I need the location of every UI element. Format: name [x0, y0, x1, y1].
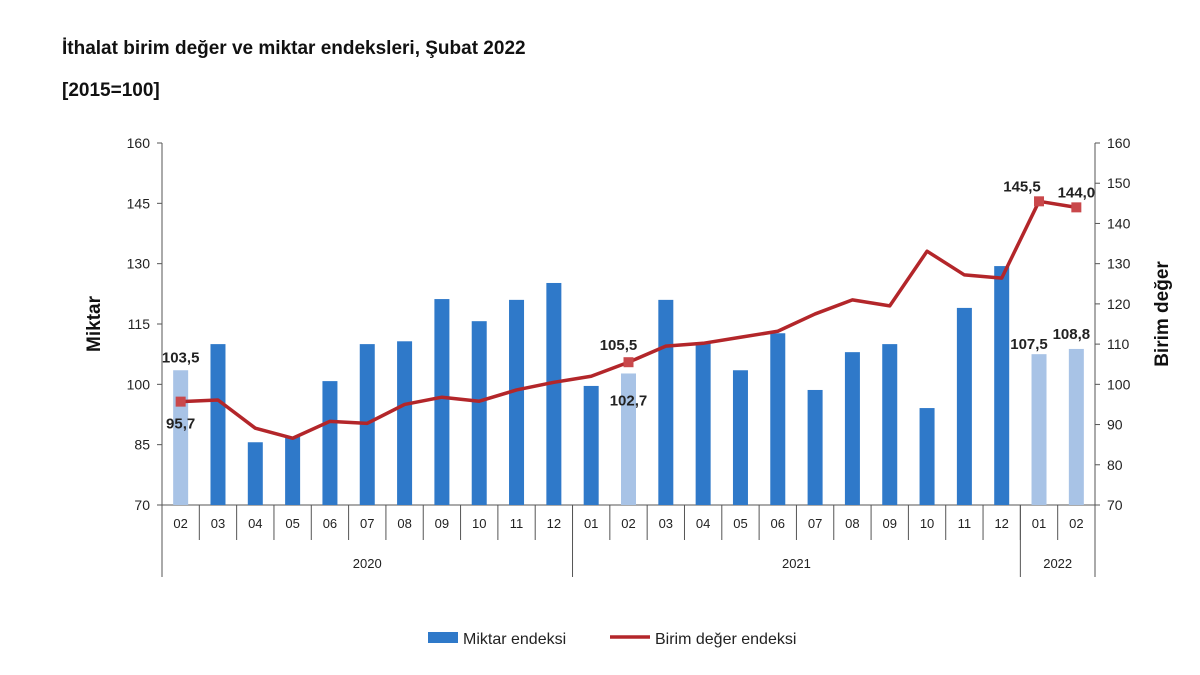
- category-label: 10: [472, 516, 486, 531]
- line-data-label: 95,7: [166, 416, 195, 433]
- legend-swatch-miktar: [428, 632, 458, 643]
- bar-miktar: [322, 381, 338, 505]
- left-tick-label: 85: [134, 437, 150, 453]
- bar-data-label: 107,5: [1010, 336, 1048, 353]
- category-label: 07: [808, 516, 822, 531]
- right-tick-label: 100: [1107, 376, 1131, 392]
- category-label: 11: [958, 516, 972, 531]
- right-tick-label: 110: [1107, 336, 1130, 352]
- line-marker: [1034, 196, 1045, 207]
- line-marker: [623, 357, 634, 368]
- year-label: 2020: [353, 556, 382, 571]
- bar-miktar: [285, 436, 301, 505]
- bar-data-label: 102,7: [610, 392, 648, 409]
- category-label: 12: [994, 516, 1008, 531]
- bar-miktar: [1068, 348, 1084, 505]
- category-label: 05: [285, 516, 299, 531]
- category-label: 08: [845, 516, 859, 531]
- chart-subtitle: [2015=100]: [62, 80, 160, 101]
- right-tick-label: 90: [1107, 417, 1123, 433]
- bar-miktar: [807, 389, 823, 505]
- category-label: 05: [733, 516, 747, 531]
- category-label: 03: [659, 516, 673, 531]
- bar-miktar: [844, 352, 860, 505]
- left-tick-label: 100: [127, 376, 151, 392]
- bar-miktar: [695, 342, 711, 505]
- bar-miktar: [471, 321, 487, 505]
- right-tick-label: 80: [1107, 457, 1123, 473]
- bar-data-label: 103,5: [162, 349, 200, 366]
- left-tick-label: 160: [127, 135, 151, 151]
- year-label: 2022: [1043, 556, 1072, 571]
- right-tick-label: 150: [1107, 175, 1131, 191]
- bar-miktar: [509, 299, 525, 505]
- right-tick-label: 160: [1107, 135, 1131, 151]
- bar-miktar: [247, 442, 263, 505]
- bar-miktar: [210, 344, 226, 505]
- bar-miktar: [583, 385, 599, 505]
- category-label: 07: [360, 516, 374, 531]
- category-label: 06: [323, 516, 337, 531]
- category-label: 09: [435, 516, 449, 531]
- chart-title: İthalat birim değer ve miktar endeksleri…: [62, 38, 526, 59]
- bar-miktar: [397, 341, 413, 505]
- category-label: 09: [883, 516, 897, 531]
- right-axis-title: Birim değer: [1152, 261, 1173, 367]
- left-tick-label: 130: [127, 256, 151, 272]
- year-label: 2021: [782, 556, 811, 571]
- bar-miktar: [994, 266, 1010, 505]
- bar-miktar: [434, 299, 450, 505]
- legend-label-birim-deger: Birim değer endeksi: [655, 631, 796, 648]
- category-label: 01: [584, 516, 598, 531]
- bar-miktar: [732, 370, 748, 505]
- bar-miktar: [621, 373, 636, 505]
- left-tick-label: 115: [128, 316, 151, 332]
- left-tick-label: 70: [134, 497, 150, 513]
- category-label: 10: [920, 516, 934, 531]
- category-label: 02: [173, 516, 187, 531]
- bar-miktar: [658, 299, 674, 505]
- bar-miktar: [956, 307, 972, 505]
- category-label: 02: [621, 516, 635, 531]
- line-data-label: 105,5: [600, 337, 638, 354]
- category-label: 02: [1069, 516, 1083, 531]
- right-tick-label: 130: [1107, 256, 1131, 272]
- bar-miktar: [770, 333, 786, 505]
- legend-label-miktar: Miktar endeksi: [463, 631, 566, 648]
- category-label: 11: [510, 516, 524, 531]
- bar-miktar: [546, 282, 562, 505]
- line-marker: [1071, 202, 1082, 213]
- category-label: 04: [696, 516, 710, 531]
- bar-miktar: [882, 344, 898, 505]
- right-tick-label: 70: [1107, 497, 1123, 513]
- line-data-label: 145,5: [1003, 178, 1041, 195]
- category-label: 04: [248, 516, 262, 531]
- bar-miktar: [173, 370, 189, 505]
- category-label: 08: [397, 516, 411, 531]
- left-tick-label: 145: [127, 195, 151, 211]
- bar-miktar: [1031, 354, 1047, 505]
- right-tick-label: 140: [1107, 215, 1131, 231]
- bar-miktar: [919, 408, 935, 505]
- category-label: 01: [1032, 516, 1046, 531]
- category-label: 03: [211, 516, 225, 531]
- category-label: 06: [771, 516, 785, 531]
- line-marker: [175, 396, 186, 407]
- right-tick-label: 120: [1107, 296, 1131, 312]
- line-data-label: 144,0: [1058, 184, 1096, 201]
- category-label: 12: [547, 516, 561, 531]
- left-axis-title: Miktar: [84, 295, 105, 352]
- bar-data-label: 108,8: [1053, 326, 1091, 343]
